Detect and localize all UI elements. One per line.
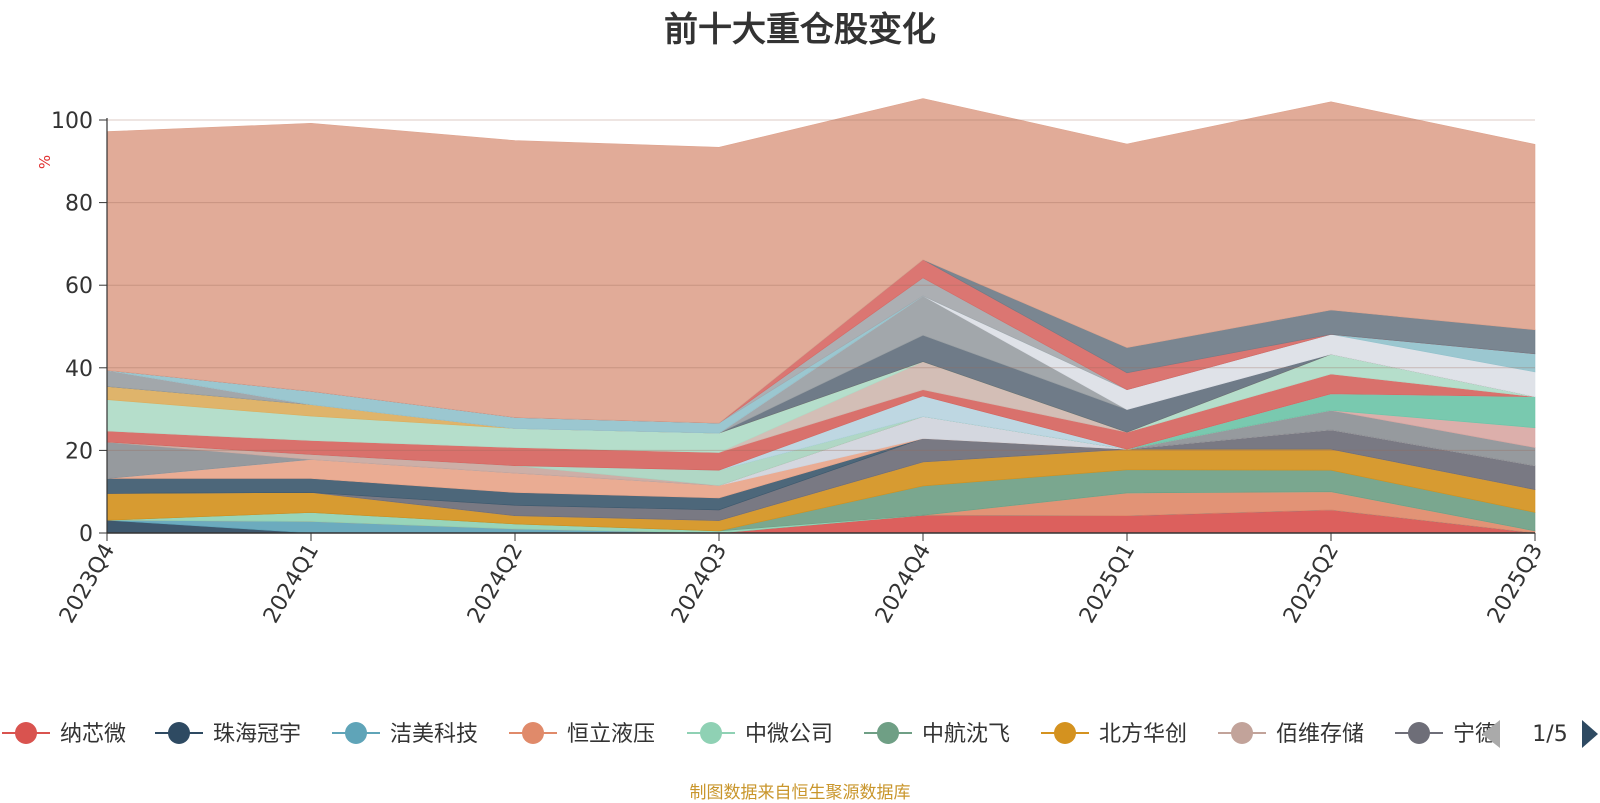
legend-prev-page-icon[interactable] <box>1482 720 1500 748</box>
legend-label: 纳芯微 <box>60 722 126 747</box>
legend-item-9[interactable]: 宁德 <box>1395 722 1497 747</box>
legend-marker <box>877 722 899 744</box>
y-tick-label: 20 <box>65 439 93 464</box>
y-axis-label: % <box>36 155 54 169</box>
legend-marker <box>522 722 544 744</box>
area-30[interactable] <box>106 98 1536 424</box>
legend-item-3[interactable]: 洁美科技 <box>332 722 478 747</box>
chart-title: 前十大重仓股变化 <box>664 10 936 50</box>
x-tick-label: 2024Q4 <box>871 540 936 628</box>
y-tick-label: 60 <box>65 274 93 299</box>
x-tick-label: 2024Q1 <box>259 540 324 628</box>
legend-item-2[interactable]: 珠海冠宇 <box>155 722 301 747</box>
x-tick-label: 2024Q2 <box>463 540 528 628</box>
legend-label: 珠海冠宇 <box>213 722 301 747</box>
legend-marker <box>168 722 190 744</box>
y-tick-label: 100 <box>51 109 93 134</box>
legend-marker <box>345 722 367 744</box>
legend-item-1[interactable]: 纳芯微 <box>2 722 126 747</box>
x-tick-label: 2024Q3 <box>667 540 732 628</box>
legend-item-5[interactable]: 中微公司 <box>687 722 833 747</box>
legend-label: 北方华创 <box>1099 722 1187 747</box>
legend-item-4[interactable]: 恒立液压 <box>509 722 655 747</box>
x-tick-label: 2023Q4 <box>55 540 120 628</box>
legend-label: 中微公司 <box>745 722 833 747</box>
legend: 纳芯微 珠海冠宇 洁美科技 恒立液压 中微公司 中航沈飞 北方华创 佰维存储 宁德 1/5 <box>2 720 1598 748</box>
legend-marker <box>1408 722 1430 744</box>
y-tick-label: 40 <box>65 357 93 382</box>
legend-marker <box>1231 722 1253 744</box>
legend-label: 洁美科技 <box>390 722 478 747</box>
legend-label: 佰维存储 <box>1276 722 1364 747</box>
x-tick-label: 2025Q2 <box>1279 540 1344 628</box>
x-tick-label: 2025Q3 <box>1483 540 1548 628</box>
y-tick-label: 0 <box>79 522 93 547</box>
y-tick-label: 80 <box>65 192 93 217</box>
legend-item-8[interactable]: 佰维存储 <box>1218 722 1364 747</box>
legend-marker <box>15 722 37 744</box>
legend-item-6[interactable]: 中航沈飞 <box>864 722 1010 747</box>
legend-page-indicator: 1/5 <box>1532 722 1567 747</box>
legend-marker <box>700 722 722 744</box>
legend-marker <box>1054 722 1076 744</box>
data-source-note: 制图数据来自恒生聚源数据库 <box>689 783 911 803</box>
grid-lines <box>107 119 1535 451</box>
legend-label: 中航沈飞 <box>922 722 1010 747</box>
area-series <box>106 98 1536 534</box>
x-tick-label: 2025Q1 <box>1075 540 1140 628</box>
legend-next-page-icon[interactable] <box>1582 720 1598 748</box>
legend-label: 恒立液压 <box>567 722 655 747</box>
legend-item-7[interactable]: 北方华创 <box>1041 722 1187 747</box>
